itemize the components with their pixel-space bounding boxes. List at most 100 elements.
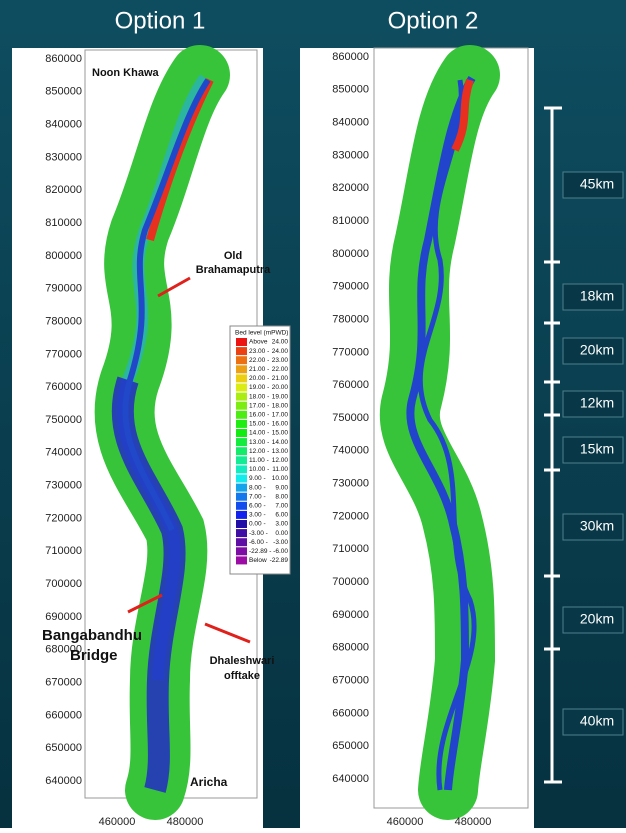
legend-label: 7.00 - — [249, 493, 266, 500]
legend-label: 14.00 — [272, 439, 289, 446]
legend-label: 20.00 — [272, 384, 289, 391]
legend-label: 6.00 - — [249, 503, 266, 510]
legend-swatch — [236, 347, 247, 355]
legend-label: 22.00 - — [249, 357, 269, 364]
y-tick-label: 700000 — [332, 576, 369, 588]
legend-label: 19.00 — [272, 393, 289, 400]
legend-label: 23.00 - — [249, 348, 269, 355]
legend-swatch — [236, 338, 247, 346]
legend-swatch — [236, 393, 247, 401]
legend-label: 18.00 — [272, 402, 289, 409]
distance-label: 30km — [580, 518, 614, 534]
y-tick-label: 710000 — [45, 545, 82, 557]
x-tick-label: 480000 — [167, 816, 204, 828]
legend-swatch — [236, 384, 247, 392]
x-tick-label: 460000 — [387, 816, 424, 828]
y-tick-label: 690000 — [45, 611, 82, 623]
legend-swatch — [236, 475, 247, 483]
legend-label: 23.00 — [272, 357, 289, 364]
legend-title: Bed level (mPWD) — [235, 330, 288, 337]
annotation: Noon Khawa — [92, 67, 159, 79]
legend-label: 11.00 — [272, 466, 288, 473]
y-tick-label: 770000 — [45, 348, 82, 360]
legend-label: 12.00 — [272, 457, 289, 464]
legend-label: Above — [249, 339, 268, 346]
legend-swatch — [236, 520, 247, 528]
x-tick-label: 460000 — [99, 816, 136, 828]
annotation: Dhaleshwari — [210, 655, 275, 667]
y-tick-label: 730000 — [45, 480, 82, 492]
legend-label: 10.00 - — [249, 466, 269, 473]
y-tick-label: 650000 — [332, 740, 369, 752]
y-tick-label: 700000 — [45, 578, 82, 590]
legend-swatch — [236, 365, 247, 373]
legend-label: 15.00 — [272, 430, 289, 437]
distance-label: 20km — [580, 611, 614, 627]
legend-label: 11.00 - — [249, 457, 269, 464]
x-tick-label: 480000 — [455, 816, 492, 828]
y-tick-label: 780000 — [45, 315, 82, 327]
y-tick-label: 760000 — [45, 381, 82, 393]
legend-swatch — [236, 402, 247, 410]
legend-swatch — [236, 484, 247, 492]
legend-label: 7.00 — [275, 503, 288, 510]
slide: Option 186000085000084000083000082000081… — [0, 0, 626, 828]
legend-label: -3.00 - — [249, 530, 268, 537]
legend-label: 9.00 - — [249, 475, 266, 482]
annotation: Bridge — [70, 647, 118, 664]
legend-swatch — [236, 529, 247, 537]
legend-label: Below — [249, 557, 267, 564]
legend-swatch — [236, 556, 247, 564]
y-tick-label: 850000 — [332, 84, 369, 96]
legend-swatch — [236, 374, 247, 382]
legend-swatch — [236, 356, 247, 364]
y-tick-label: 660000 — [45, 709, 82, 721]
y-tick-label: 810000 — [332, 215, 369, 227]
y-tick-label: 790000 — [332, 281, 369, 293]
y-tick-label: 790000 — [45, 283, 82, 295]
y-tick-label: 740000 — [45, 447, 82, 459]
annotation: Brahamaputra — [196, 264, 271, 276]
annotation: offtake — [224, 670, 260, 682]
distance-label: 18km — [580, 288, 614, 304]
distance-label: 45km — [580, 176, 614, 192]
y-tick-label: 770000 — [332, 346, 369, 358]
legend-swatch — [236, 420, 247, 428]
legend-label: 24.00 — [272, 348, 289, 355]
legend-label: -22.89 — [270, 557, 289, 564]
legend-label: -6.00 - — [249, 539, 268, 546]
legend-swatch — [236, 411, 247, 419]
y-tick-label: 720000 — [332, 510, 369, 522]
y-tick-label: 860000 — [332, 51, 369, 63]
y-tick-label: 780000 — [332, 313, 369, 325]
y-tick-label: 750000 — [332, 412, 369, 424]
legend-label: 16.00 — [272, 421, 289, 428]
legend-label: 15.00 - — [249, 421, 269, 428]
y-tick-label: 640000 — [45, 775, 82, 787]
annotation: Bangabandhu — [42, 627, 142, 644]
legend-label: 13.00 — [272, 448, 289, 455]
legend-swatch — [236, 511, 247, 519]
y-tick-label: 810000 — [45, 217, 82, 229]
y-tick-label: 690000 — [332, 609, 369, 621]
annotation: Old — [224, 250, 242, 262]
legend-label: 13.00 - — [249, 439, 269, 446]
y-tick-label: 860000 — [45, 53, 82, 65]
y-tick-label: 840000 — [45, 119, 82, 131]
distance-label: 20km — [580, 342, 614, 358]
y-tick-label: 670000 — [45, 676, 82, 688]
legend-label: 18.00 - — [249, 393, 269, 400]
distance-label: 40km — [580, 713, 614, 729]
y-tick-label: 750000 — [45, 414, 82, 426]
y-tick-label: 830000 — [45, 151, 82, 163]
y-tick-label: 740000 — [332, 445, 369, 457]
legend-label: -22.89 - — [249, 548, 271, 555]
distance-label: 15km — [580, 441, 614, 457]
legend-swatch — [236, 438, 247, 446]
legend-swatch — [236, 456, 247, 464]
legend-label: 21.00 - — [249, 366, 269, 373]
y-tick-label: 820000 — [45, 184, 82, 196]
distance-label: 12km — [580, 395, 614, 411]
legend-label: 14.00 - — [249, 430, 269, 437]
page: Option 186000085000084000083000082000081… — [0, 0, 626, 828]
